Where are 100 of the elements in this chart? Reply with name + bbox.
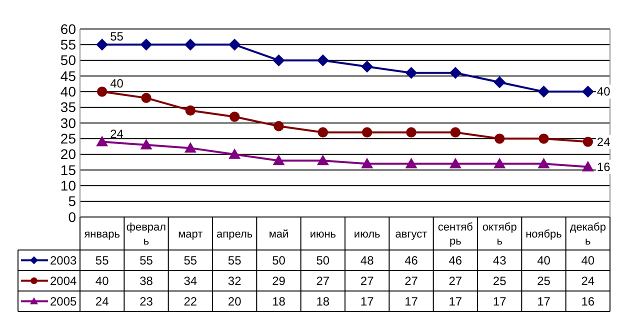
y-tick-label: 55 — [60, 36, 76, 53]
annotation: 55 — [110, 30, 124, 44]
x-tick-label: август — [395, 228, 428, 240]
point — [449, 158, 462, 168]
point — [272, 154, 285, 166]
point — [582, 136, 594, 147]
legend-label: 2004 — [50, 274, 78, 288]
data-label: 27 — [360, 274, 374, 288]
point — [494, 134, 505, 144]
annotation: 40 — [596, 84, 611, 99]
data-label: 24 — [581, 274, 595, 288]
y-tick-label: 45 — [60, 68, 76, 84]
data-label: 55 — [228, 253, 242, 268]
point — [274, 121, 284, 132]
point — [184, 38, 196, 51]
y-tick-label: 5 — [68, 193, 76, 210]
data-label: 17 — [360, 294, 374, 308]
y-tick-label: 25 — [60, 130, 76, 147]
point — [405, 158, 418, 168]
data-label: 18 — [316, 294, 330, 308]
y-tick-label: 35 — [60, 99, 76, 116]
annotation: 24 — [110, 126, 124, 141]
point — [96, 38, 108, 51]
data-label: 24 — [95, 294, 110, 308]
x-tick-label: октябрь — [482, 221, 517, 248]
data-label: 25 — [492, 274, 507, 288]
data-label: 18 — [272, 294, 286, 308]
point — [316, 54, 329, 66]
point — [228, 148, 241, 159]
point — [494, 76, 506, 88]
x-tick-label: март — [178, 228, 203, 240]
annotation: 24 — [596, 134, 611, 149]
data-label: 46 — [448, 253, 462, 268]
x-tick-label: сентябрь — [438, 221, 473, 248]
point — [140, 138, 152, 150]
x-tick-label: февраль — [126, 221, 166, 248]
point — [140, 38, 152, 51]
data-label: 17 — [537, 294, 551, 308]
point — [449, 66, 462, 79]
annotation: 16 — [596, 160, 611, 174]
data-label: 27 — [448, 274, 462, 288]
x-tick-label: июль — [354, 228, 380, 240]
data-label: 29 — [272, 274, 286, 288]
data-label: 25 — [537, 274, 551, 288]
annotation: 40 — [110, 76, 124, 91]
data-label: 40 — [95, 274, 110, 288]
data-label: 17 — [404, 294, 418, 308]
point — [538, 134, 549, 144]
x-tick-label: апрель — [216, 228, 253, 240]
point — [96, 136, 108, 146]
point — [538, 86, 550, 98]
data-label: 55 — [95, 253, 110, 268]
point — [362, 127, 372, 138]
point — [272, 54, 285, 66]
data-label: 43 — [492, 253, 507, 268]
data-label: 50 — [272, 253, 286, 268]
point — [405, 66, 418, 79]
point — [316, 154, 329, 166]
data-label: 48 — [360, 253, 374, 268]
data-label: 20 — [228, 294, 242, 308]
point — [361, 158, 374, 168]
point — [184, 142, 196, 153]
y-tick-label: 20 — [60, 146, 76, 162]
y-tick-label: 50 — [60, 52, 76, 68]
data-label: 55 — [184, 253, 198, 268]
data-label: 22 — [184, 294, 198, 308]
legend-label: 2003 — [50, 253, 78, 268]
legend-label: 2005 — [50, 294, 78, 308]
point — [318, 127, 328, 138]
point — [494, 158, 506, 168]
data-label: 17 — [492, 294, 507, 308]
x-tick-label: май — [268, 228, 289, 240]
y-tick-label: 15 — [60, 162, 76, 178]
data-label: 38 — [140, 274, 154, 288]
y-tick-label: 0 — [68, 208, 76, 225]
point — [538, 158, 550, 168]
point — [582, 86, 594, 98]
point — [361, 60, 374, 73]
point — [450, 127, 461, 138]
y-tick-label: 40 — [60, 84, 76, 100]
y-tick-label: 10 — [60, 178, 76, 194]
data-label: 55 — [140, 253, 154, 268]
y-tick-label: 30 — [60, 114, 76, 131]
x-tick-label: июнь — [310, 228, 336, 240]
point — [141, 92, 152, 104]
point — [406, 127, 416, 138]
data-label: 27 — [316, 274, 330, 288]
data-label: 17 — [448, 294, 462, 308]
y-tick-label: 60 — [60, 20, 76, 37]
point — [228, 38, 241, 51]
point — [229, 112, 240, 122]
data-label: 40 — [537, 253, 551, 268]
point — [96, 86, 108, 97]
x-tick-label: ноябрь — [526, 228, 562, 240]
data-label: 50 — [316, 253, 330, 268]
point — [185, 105, 196, 116]
x-tick-label: декабрь — [570, 221, 606, 248]
data-label: 27 — [404, 274, 418, 288]
point — [582, 160, 594, 172]
data-label: 16 — [581, 294, 595, 308]
